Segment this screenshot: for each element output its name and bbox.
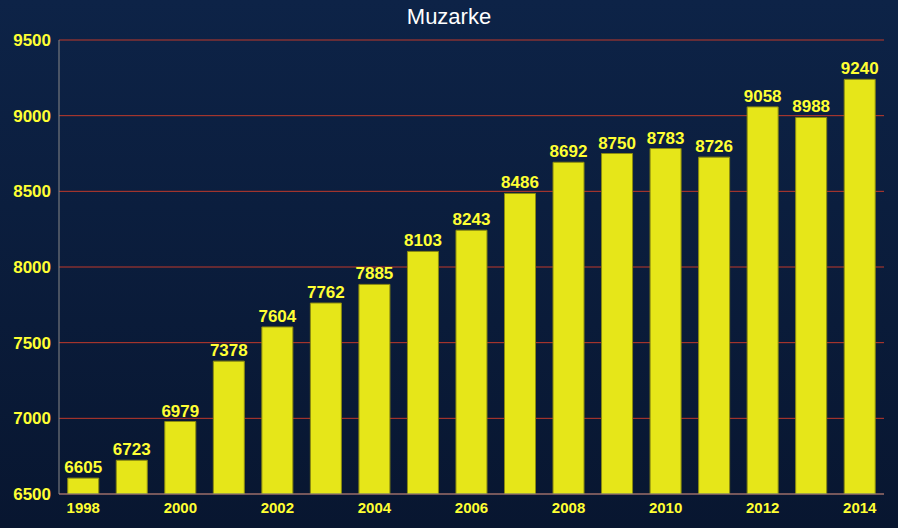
svg-text:8726: 8726 xyxy=(695,137,733,156)
svg-text:9000: 9000 xyxy=(13,107,51,126)
svg-text:2014: 2014 xyxy=(843,499,877,516)
svg-text:7885: 7885 xyxy=(355,264,393,283)
svg-text:7000: 7000 xyxy=(13,409,51,428)
svg-text:8486: 8486 xyxy=(501,173,539,192)
svg-text:2000: 2000 xyxy=(164,499,197,516)
svg-text:8750: 8750 xyxy=(598,134,636,153)
svg-text:2008: 2008 xyxy=(552,499,585,516)
svg-text:7500: 7500 xyxy=(13,334,51,353)
svg-text:1998: 1998 xyxy=(67,499,100,516)
svg-text:2006: 2006 xyxy=(455,499,488,516)
svg-text:9058: 9058 xyxy=(744,87,782,106)
svg-text:8500: 8500 xyxy=(13,182,51,201)
svg-text:7604: 7604 xyxy=(258,307,296,326)
svg-text:6500: 6500 xyxy=(13,485,51,504)
svg-text:8000: 8000 xyxy=(13,258,51,277)
svg-text:2012: 2012 xyxy=(746,499,779,516)
svg-text:6979: 6979 xyxy=(161,402,199,421)
svg-text:9240: 9240 xyxy=(841,59,879,78)
svg-text:2010: 2010 xyxy=(649,499,682,516)
html-text:Muzarke: Muzarke xyxy=(406,4,492,29)
svg-text:9500: 9500 xyxy=(13,31,51,50)
svg-text:2002: 2002 xyxy=(261,499,294,516)
svg-text:8783: 8783 xyxy=(647,129,685,148)
svg-text:7762: 7762 xyxy=(307,283,345,302)
svg-text:6723: 6723 xyxy=(113,440,151,459)
svg-text:8988: 8988 xyxy=(792,97,830,116)
svg-text:2004: 2004 xyxy=(358,499,392,516)
svg-text:8243: 8243 xyxy=(453,210,491,229)
svg-text:8692: 8692 xyxy=(550,142,588,161)
svg-text:6605: 6605 xyxy=(64,458,102,477)
svg-text:8103: 8103 xyxy=(404,231,442,250)
svg-text:7378: 7378 xyxy=(210,341,248,360)
